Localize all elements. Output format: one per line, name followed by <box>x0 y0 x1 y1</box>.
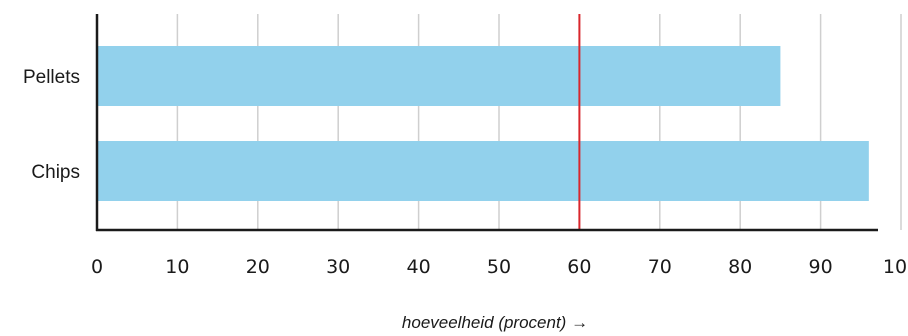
x-tick-label: 0 <box>91 256 103 278</box>
x-tick-label: 30 <box>326 256 350 278</box>
x-tick-label: 100 <box>883 256 908 278</box>
bars <box>97 46 869 201</box>
bar-pellets <box>97 46 781 106</box>
x-tick-label: 20 <box>246 256 270 278</box>
x-tick-label: 80 <box>728 256 752 278</box>
category-label: Chips <box>31 162 80 183</box>
x-tick-label: 40 <box>407 256 431 278</box>
x-tick-label: 70 <box>648 256 672 278</box>
x-axis-title: hoeveelheid (procent) → <box>402 313 588 332</box>
bar-chips <box>97 141 869 201</box>
x-tick-label: 60 <box>567 256 591 278</box>
x-tick-label: 50 <box>487 256 511 278</box>
category-labels: Pellets Chips <box>23 67 80 183</box>
x-tick-label: 10 <box>165 256 189 278</box>
x-tick-labels: 0 10 20 30 40 50 60 70 80 90 100 <box>91 256 908 278</box>
axes <box>95 14 878 232</box>
category-label: Pellets <box>23 67 80 88</box>
x-tick-label: 90 <box>809 256 833 278</box>
